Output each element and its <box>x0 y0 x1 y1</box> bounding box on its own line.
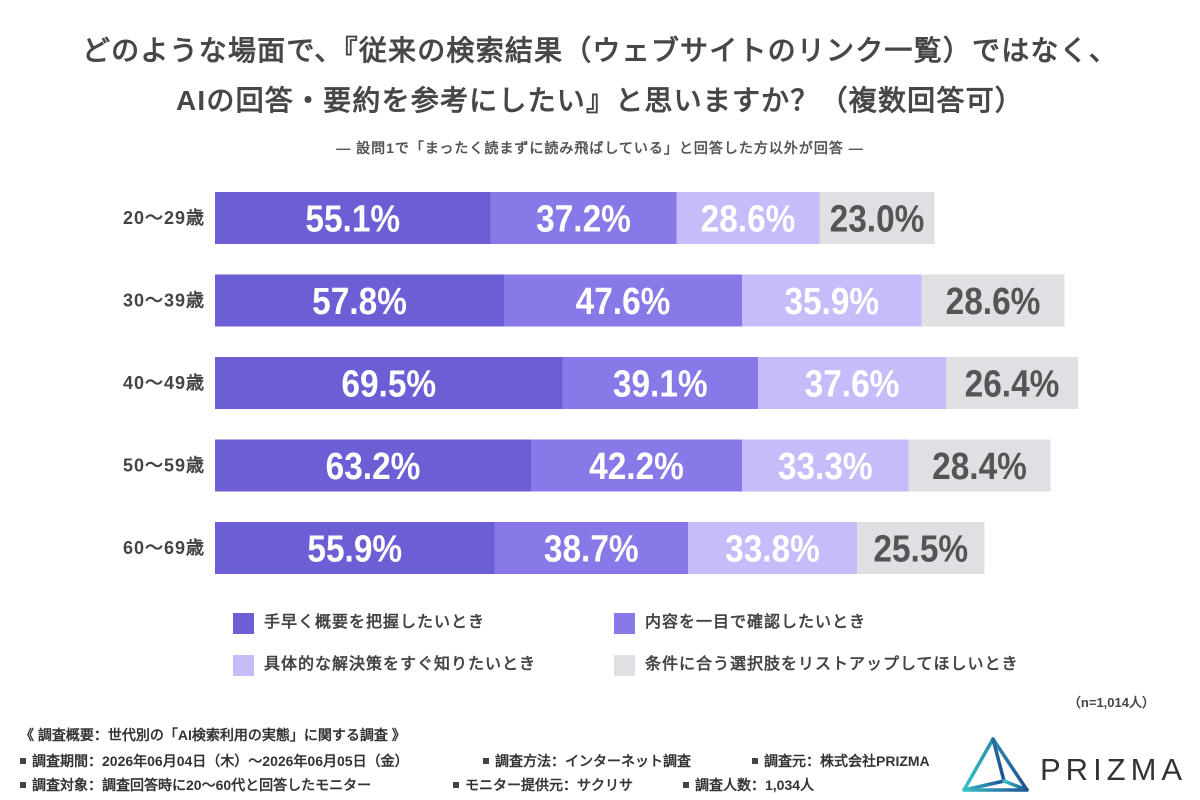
legend-label: 具体的な解決策をすぐ知りたいとき <box>264 656 537 673</box>
legend-item: 手早く概要を把握したいとき <box>233 612 485 634</box>
survey-item: 調査方法：インターネット調査 <box>483 752 691 770</box>
bullet-icon <box>483 758 489 764</box>
legend-item: 具体的な解決策をすぐ知りたいとき <box>233 654 536 676</box>
category-label: 20〜29歳 <box>123 208 205 228</box>
data-label: 42.2% <box>589 445 684 487</box>
data-label: 33.3% <box>778 445 873 487</box>
category-label: 40〜49歳 <box>123 373 205 393</box>
data-label: 23.0% <box>830 198 925 240</box>
legend-label: 手早く概要を把握したいとき <box>264 614 486 631</box>
bar-row: 60〜69歳 55.9% 38.7% 33.8% 25.5% <box>123 522 985 574</box>
survey-item-text: 調査人数：1,034人 <box>695 777 815 793</box>
bar-segment <box>562 357 758 409</box>
bar-segment <box>494 522 688 574</box>
survey-heading: 《 調査概要：世代別の「AI検索利用の実態」に関する調査 》 <box>20 727 406 743</box>
bar-segment <box>819 192 935 244</box>
bar-segment <box>921 274 1065 327</box>
bar-segment <box>946 357 1078 409</box>
bar-segment <box>504 274 742 327</box>
stacked-bar-chart: 20〜29歳 55.1% 37.2% 28.6% 23.0% 30〜39歳 57.8% 47.… <box>123 192 1078 574</box>
bar-row: 40〜49歳 69.5% 39.1% 37.6% 26.4% <box>123 357 1078 409</box>
bar-segment <box>215 357 563 409</box>
bar-segment <box>676 192 820 244</box>
survey-item-text: 調査方法：インターネット調査 <box>495 753 691 769</box>
survey-item-text: モニター提供元：サクリサ <box>465 777 633 793</box>
prism-triangle-icon <box>962 737 1029 792</box>
data-label: 69.5% <box>341 363 436 405</box>
category-label: 60〜69歳 <box>123 538 205 558</box>
data-label: 28.6% <box>701 198 796 240</box>
bar-segment <box>742 439 909 492</box>
legend-item: 条件に合う選択肢をリストアップしてほしいとき <box>614 654 1019 676</box>
bar-segment <box>908 439 1051 492</box>
data-label: 26.4% <box>965 363 1060 405</box>
data-label: 39.1% <box>613 363 708 405</box>
bar-segment <box>490 192 677 244</box>
bullet-icon <box>752 758 758 764</box>
survey-item-text: 調査元：株式会社PRIZMA <box>764 753 930 769</box>
data-label: 37.6% <box>805 363 900 405</box>
survey-item: 調査人数：1,034人 <box>683 776 814 794</box>
bar-segment <box>688 522 857 574</box>
survey-item: 調査元：株式会社PRIZMA <box>752 752 930 770</box>
survey-item-text: 調査期間：2026年06月04日（木）〜2026年06月05日（金） <box>32 753 409 769</box>
data-label: 37.2% <box>536 198 631 240</box>
bar-row: 20〜29歳 55.1% 37.2% 28.6% 23.0% <box>123 192 935 244</box>
legend-swatch <box>614 654 635 676</box>
bar-segment <box>857 522 985 574</box>
bar-row: 50〜59歳 63.2% 42.2% 33.3% 28.4% <box>123 439 1051 492</box>
bullet-icon <box>453 782 459 788</box>
data-label: 47.6% <box>576 280 671 322</box>
bar-segment <box>215 192 491 244</box>
survey-item: モニター提供元：サクリサ <box>453 776 633 794</box>
legend-swatch <box>233 612 254 634</box>
survey-item-text: 調査対象：調査回答時に20〜60代と回答したモニター <box>32 777 372 793</box>
bar-segment <box>215 522 495 574</box>
brand-logo-text: PRIZMA <box>1040 752 1188 787</box>
survey-item: 調査対象：調査回答時に20〜60代と回答したモニター <box>20 776 371 794</box>
bullet-icon <box>20 782 26 788</box>
survey-item: 調査期間：2026年06月04日（木）〜2026年06月05日（金） <box>20 752 409 770</box>
category-label: 50〜59歳 <box>123 456 205 476</box>
data-label: 33.8% <box>725 528 820 570</box>
bar-segment <box>742 274 922 327</box>
data-label: 63.2% <box>326 445 421 487</box>
bar-segment <box>758 357 946 409</box>
data-label: 35.9% <box>784 280 879 322</box>
bar-row: 30〜39歳 57.8% 47.6% 35.9% 28.6% <box>123 274 1065 327</box>
legend-swatch <box>614 612 635 634</box>
data-label: 55.9% <box>307 528 402 570</box>
bar-segment <box>531 439 742 492</box>
bar-segment <box>215 274 504 327</box>
legend-item: 内容を一目で確認したいとき <box>614 612 866 634</box>
legend-swatch <box>233 654 254 676</box>
sample-size-note: （n=1,014人） <box>1067 695 1155 710</box>
legend-label: 内容を一目で確認したいとき <box>645 614 867 631</box>
chart-title: どのような場面で、『従来の検索結果（ウェブサイトのリンク一覧）ではなく、 AIの… <box>81 35 1119 116</box>
data-label: 25.5% <box>873 528 968 570</box>
bullet-icon <box>20 758 26 764</box>
data-label: 57.8% <box>312 280 407 322</box>
bullet-icon <box>683 782 689 788</box>
category-label: 30〜39歳 <box>123 291 205 311</box>
data-label: 38.7% <box>544 528 639 570</box>
data-label: 28.4% <box>932 445 1027 487</box>
legend-label: 条件に合う選択肢をリストアップしてほしいとき <box>645 656 1019 673</box>
data-label: 28.6% <box>946 280 1041 322</box>
data-label: 55.1% <box>305 198 400 240</box>
bar-segment <box>215 439 531 492</box>
chart-subtitle: ― 設問1で「まったく読まずに読み飛ばしている」と回答した方以外が回答 ― <box>336 140 864 156</box>
